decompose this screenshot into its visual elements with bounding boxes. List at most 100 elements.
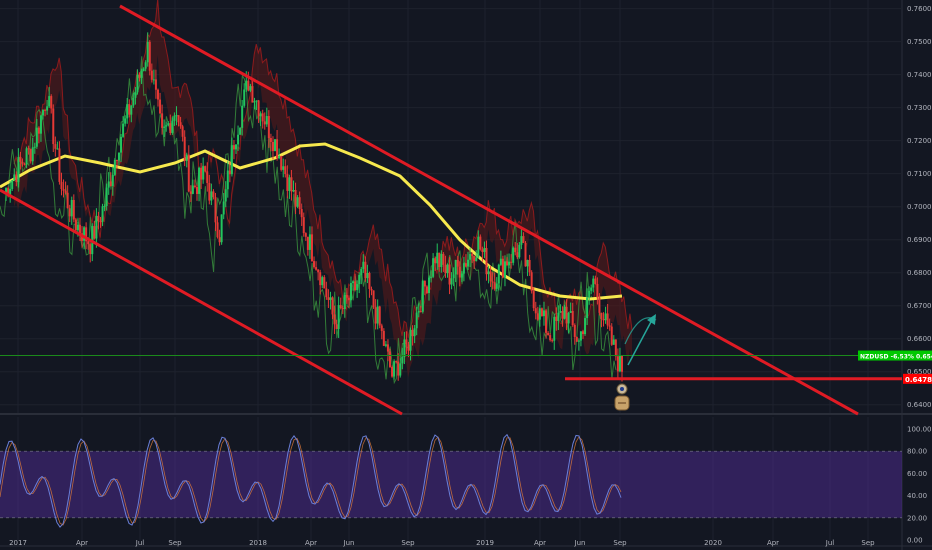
candle-body [512,247,515,263]
candle-body [497,264,500,284]
candle-body [298,197,301,209]
candle-body [534,308,537,314]
candle-body [177,115,180,123]
candle-body [536,313,539,320]
candle-body [206,171,209,183]
candle-body [341,308,344,310]
candle-body [124,118,127,124]
candle-body [549,335,552,341]
candle-body [380,325,383,331]
candle-body [487,271,490,275]
candle-body [152,79,155,81]
candle-body [331,297,334,315]
candle-body [179,122,182,127]
candle-body [46,106,49,111]
candle-body [397,361,400,376]
candle-body [97,215,100,222]
candle-body [339,305,342,309]
candle-body [150,70,153,80]
candle-body [58,148,61,182]
candle-body [506,261,509,266]
lagging-span-line [0,56,617,385]
candle-body [267,116,270,139]
candle-body [516,252,519,258]
candle-body [173,115,176,121]
candle-body [532,291,535,309]
candle-body [37,127,40,134]
candle-body [224,189,227,202]
candle-body [317,269,320,273]
candle-body [290,177,293,192]
candle-body [485,247,488,275]
time-tick-label: 2019 [476,539,494,547]
candle-body [458,266,461,278]
candle-body [352,281,355,284]
candle-body [245,80,248,90]
candle-body [438,252,441,268]
candle-body [210,191,213,201]
candle-body [370,288,373,291]
candle-body [117,152,120,161]
oscillator-tick-label: 20.00 [907,514,927,522]
candle-body [432,258,435,277]
candle-body [542,310,545,317]
candle-body [616,356,619,372]
candle-body [547,332,550,336]
candle-body [253,101,256,103]
candle-body [9,188,12,197]
candle-body [278,155,281,159]
candle-body [382,330,385,346]
candle-body [292,190,295,192]
time-tick-label: Sep [613,539,627,547]
candle-body [31,147,34,162]
candle-body [405,339,408,345]
candle-body [89,244,92,255]
candle-body [571,310,574,326]
candle-body [436,252,439,264]
candle-body [42,109,45,116]
candle-body [294,190,297,207]
cloud-edge [13,0,633,338]
candle-body [407,344,410,351]
candle-body [395,361,398,363]
candle-body [464,263,467,267]
candle-body [175,115,178,117]
candle-body [142,68,145,72]
candle-body [590,287,593,291]
candle-body [103,205,106,207]
candle-body [598,297,601,313]
candle-body [271,141,274,152]
candle-body [241,105,244,128]
candle-body [483,247,486,252]
candle-body [181,126,184,137]
candle-body [313,261,316,268]
candle-body [596,283,599,298]
candle-body [561,311,564,319]
candle-body [614,339,617,357]
price-tick-label: 0.64000 [907,401,932,409]
candle-body [333,314,336,325]
candle-body [473,255,476,262]
time-tick-label: Apr [305,539,317,547]
symbol-price-tag: NZDUSD -6.53% 0.65491 [858,350,932,361]
channel-upper-line [119,4,859,416]
event-icon [620,387,624,391]
candle-body [300,208,303,218]
candle-body [362,261,365,269]
candle-body [409,329,412,351]
candle-body [68,208,71,217]
candle-body [308,234,311,250]
candle-body [417,311,420,313]
candle-body [29,148,32,162]
candle-body [101,206,104,222]
candle-body [230,145,233,175]
candle-body [93,226,96,239]
